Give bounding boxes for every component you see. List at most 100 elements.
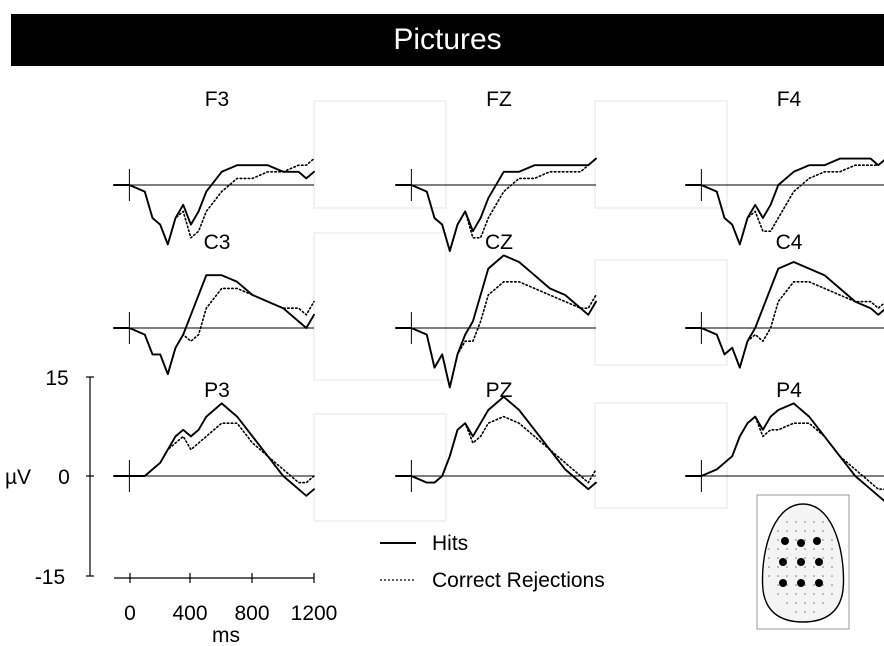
minor-electrode-dot (813, 593, 815, 595)
minor-electrode-dot (795, 557, 797, 559)
minor-electrode-dot (795, 593, 797, 595)
channel-panel-fz: FZ (395, 88, 597, 252)
minor-electrode-dot (831, 575, 833, 577)
minor-electrode-dot (777, 557, 779, 559)
minor-electrode-dot (804, 557, 806, 559)
minor-electrode-dot (831, 593, 833, 595)
highlighted-electrode-dot (779, 579, 787, 587)
scale-axis: 15 µV 0 -15 ms 0 400 800 1200 (5, 367, 337, 646)
highlighted-electrode-dot (779, 558, 787, 566)
minor-electrode-dot (795, 548, 797, 550)
minor-electrode-dot (813, 530, 815, 532)
minor-electrode-dot (777, 593, 779, 595)
legend: Hits Correct Rejections (380, 532, 605, 592)
correct-rejections-line (113, 287, 315, 376)
minor-electrode-dot (768, 575, 770, 577)
hits-line (113, 402, 315, 497)
highlighted-electrode-dot (815, 579, 823, 587)
minor-electrode-dot (813, 566, 815, 568)
channel-panel-p3: P3 (113, 379, 315, 497)
minor-electrode-dot (822, 530, 824, 532)
channel-panel-c4: C4 (685, 231, 884, 369)
minor-electrode-dot (831, 566, 833, 568)
panel-frame (313, 232, 447, 381)
channel-panel-c3: C3 (113, 231, 315, 376)
y-tick-label-zero: 0 (58, 466, 70, 489)
minor-electrode-dot (795, 602, 797, 604)
minor-electrode-dot (786, 575, 788, 577)
hits-line (685, 261, 884, 369)
minor-electrode-dot (768, 566, 770, 568)
panel-frames (313, 100, 728, 522)
highlighted-electrode-dot (797, 539, 805, 547)
x-tick-label: 800 (234, 602, 269, 625)
channel-panel-pz: PZ (395, 379, 597, 492)
y-tick-label-top: 15 (45, 367, 68, 390)
hits-line (113, 274, 315, 376)
minor-electrode-dot (822, 521, 824, 523)
correct-rejections-line (685, 280, 884, 369)
minor-electrode-dot (777, 584, 779, 586)
channel-label: F3 (205, 88, 230, 111)
minor-electrode-dot (822, 593, 824, 595)
minor-electrode-dot (795, 584, 797, 586)
legend-cr-label: Correct Rejections (432, 569, 605, 592)
minor-electrode-dot (795, 566, 797, 568)
minor-electrode-dot (795, 575, 797, 577)
minor-electrode-dot (804, 539, 806, 541)
channel-label: C4 (776, 231, 803, 254)
minor-electrode-dot (777, 530, 779, 532)
minor-electrode-dot (804, 521, 806, 523)
minor-electrode-dot (822, 548, 824, 550)
highlighted-electrode-dot (815, 558, 823, 566)
correct-rejections-line (113, 422, 315, 484)
minor-electrode-dot (813, 521, 815, 523)
x-tick-label: 1200 (291, 602, 338, 625)
minor-electrode-dot (804, 602, 806, 604)
minor-electrode-dot (831, 584, 833, 586)
panel-frame (594, 100, 728, 209)
minor-electrode-dot (777, 575, 779, 577)
correct-rejections-line (395, 415, 597, 484)
minor-electrode-dot (804, 593, 806, 595)
channel-label: P3 (204, 379, 230, 402)
hits-line (395, 395, 597, 491)
minor-electrode-dot (804, 566, 806, 568)
panel-frame (594, 402, 728, 509)
minor-electrode-dot (786, 521, 788, 523)
y-axis-label: µV (5, 466, 31, 489)
channel-panel-cz: CZ (395, 231, 597, 389)
minor-electrode-dot (822, 575, 824, 577)
chart-title: Pictures (393, 23, 502, 56)
minor-electrode-dot (813, 575, 815, 577)
minor-electrode-dot (822, 566, 824, 568)
minor-electrode-dot (795, 611, 797, 613)
channel-panel-p4: P4 (685, 379, 884, 502)
title-bar: Pictures (11, 14, 884, 66)
minor-electrode-dot (813, 611, 815, 613)
minor-electrode-dot (777, 539, 779, 541)
minor-electrode-dot (831, 539, 833, 541)
channel-label: CZ (485, 231, 513, 254)
minor-electrode-dot (804, 548, 806, 550)
panel-frame (594, 259, 728, 366)
minor-electrode-dot (768, 548, 770, 550)
minor-electrode-dot (822, 539, 824, 541)
minor-electrode-dot (804, 575, 806, 577)
panel-frame (313, 413, 447, 522)
minor-electrode-dot (804, 611, 806, 613)
minor-electrode-dot (795, 539, 797, 541)
minor-electrode-dot (804, 530, 806, 532)
x-tick-label: 400 (172, 602, 207, 625)
minor-electrode-dot (813, 548, 815, 550)
minor-electrode-dot (795, 521, 797, 523)
minor-electrode-dot (813, 602, 815, 604)
minor-electrode-dot (822, 557, 824, 559)
channel-label: P4 (776, 379, 802, 402)
minor-electrode-dot (813, 584, 815, 586)
correct-rejections-line (685, 415, 884, 491)
head-map (756, 494, 850, 630)
channel-panel-f3: F3 (113, 88, 315, 246)
correct-rejections-line (113, 157, 315, 246)
